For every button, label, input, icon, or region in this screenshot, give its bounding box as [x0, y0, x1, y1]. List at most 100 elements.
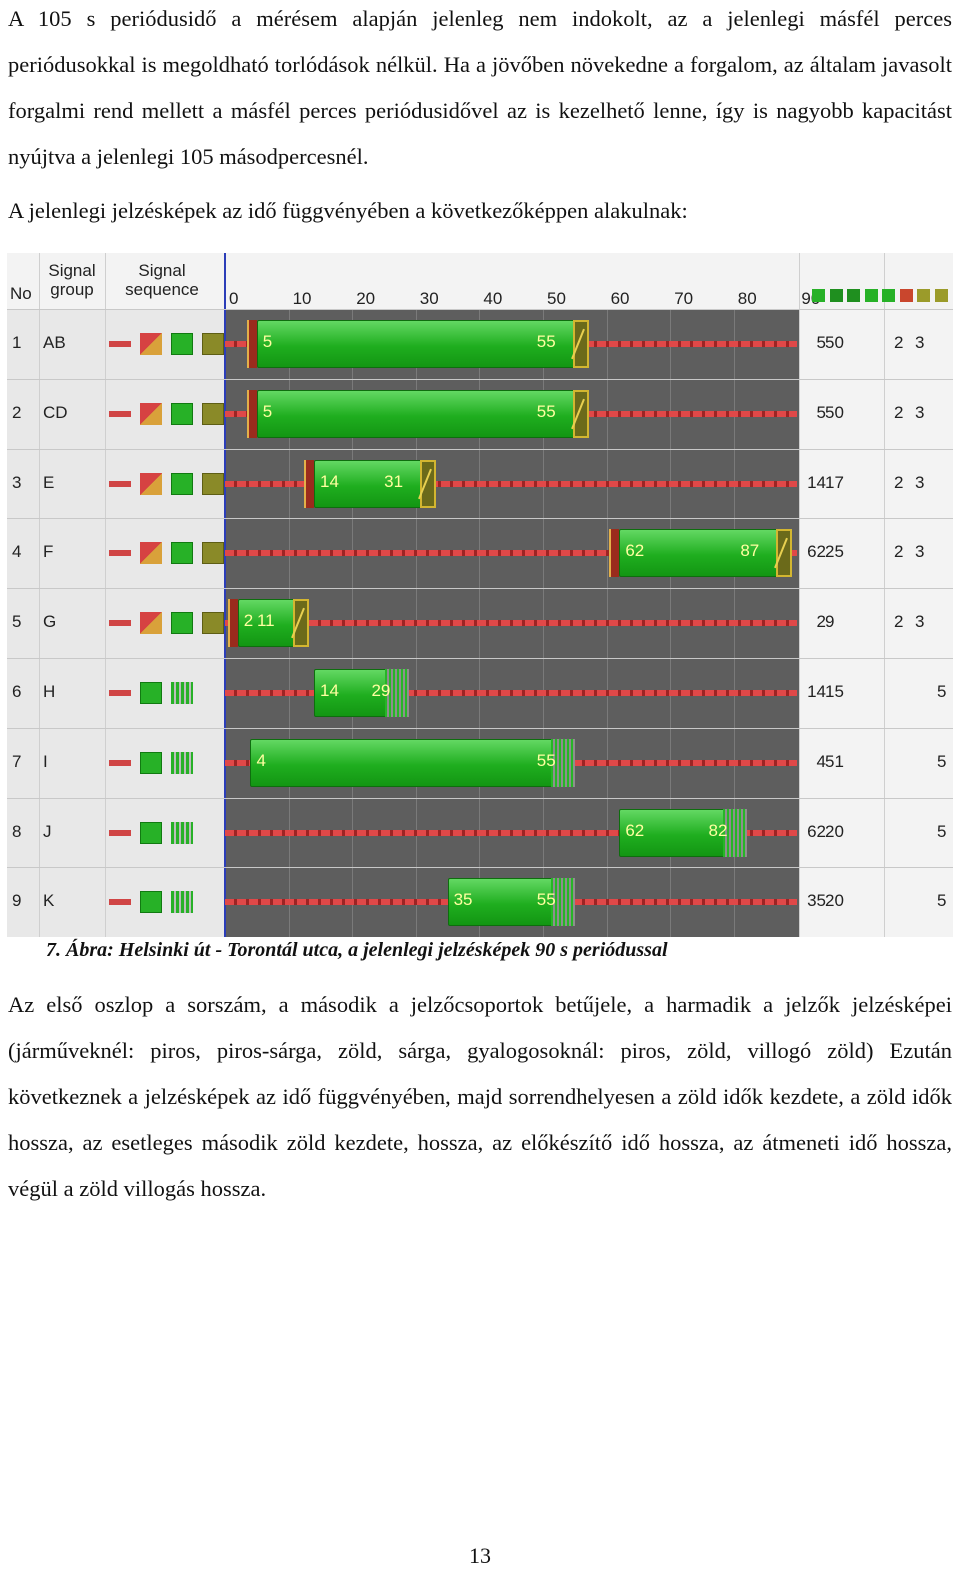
signal-green-icon	[171, 472, 193, 495]
explanation-paragraph: Az első oszlop a sorszám, a második a je…	[8, 992, 952, 1201]
green-phase-bar	[256, 319, 575, 368]
signal-red-icon	[109, 402, 131, 425]
green-start-value: 4	[816, 751, 826, 771]
red-phase-line	[225, 620, 798, 627]
signal-red-icon	[109, 542, 131, 565]
legend-green-icon	[812, 289, 825, 302]
signal-group-name: I	[43, 751, 48, 771]
row-separator	[7, 798, 953, 799]
prep-time-value: 2	[894, 542, 904, 562]
green-start-value: 62	[807, 542, 826, 562]
red-phase-line	[225, 480, 798, 487]
signal-group-name: F	[43, 542, 54, 562]
green-start-label: 2	[243, 611, 254, 631]
green-length-value: 17	[825, 472, 844, 492]
flashing-green-phase	[550, 878, 575, 927]
row-number: 2	[12, 402, 22, 422]
signal-green-icon	[171, 402, 193, 425]
time-tick: 70	[674, 289, 694, 308]
green-phase-bar	[619, 529, 779, 578]
signal-flash-icon	[171, 681, 193, 704]
signal-red-icon	[109, 891, 131, 914]
green-length-value: 50	[825, 332, 844, 352]
signal-amber-icon	[202, 472, 224, 495]
legend-green-icon	[864, 289, 878, 302]
time-tick: 80	[737, 289, 757, 308]
green-end-label: 87	[740, 541, 760, 561]
flash-time-value: 5	[937, 681, 947, 701]
green-phase-bar	[314, 459, 423, 508]
red-amber-phase	[304, 459, 315, 508]
page-number: 13	[469, 1543, 491, 1568]
amber-phase	[420, 459, 437, 508]
amber-phase	[572, 389, 589, 438]
green-phase-bar	[237, 599, 295, 648]
header-no: No	[10, 284, 32, 303]
signal-group-name: J	[43, 821, 52, 841]
signal-red-amber-icon	[140, 612, 162, 635]
intergreen-value: 3	[915, 402, 925, 422]
green-end-label: 55	[536, 890, 556, 910]
intergreen-value: 3	[915, 332, 925, 352]
time-tick: 40	[483, 289, 503, 308]
flash-time-value: 5	[937, 891, 947, 911]
time-tick: 20	[356, 289, 376, 308]
amber-phase	[292, 599, 309, 648]
red-phase-line	[225, 829, 798, 836]
signal-plan-figure: No Signal group Signal sequence 0 10 20 30 4…	[7, 253, 953, 937]
lead-paragraph: A jelenlegi jelzésképek az idő függvényé…	[8, 198, 688, 223]
row-separator	[7, 379, 953, 380]
row-number: 4	[12, 542, 22, 562]
amber-phase	[776, 529, 793, 578]
red-amber-phase	[609, 529, 620, 578]
green-start-label: 4	[256, 750, 266, 770]
signal-green-icon	[140, 751, 162, 774]
green-length-value: 51	[825, 751, 844, 771]
row-separator	[7, 728, 953, 729]
signal-amber-icon	[202, 332, 224, 355]
signal-flash-icon	[171, 751, 193, 774]
row-number: 5	[12, 612, 22, 632]
time-zero-line	[224, 253, 226, 937]
signal-flash-icon	[171, 891, 193, 914]
time-tick: 10	[292, 289, 312, 308]
prep-time-value: 2	[894, 332, 904, 352]
signal-green-icon	[171, 542, 193, 565]
signal-group-name: K	[43, 891, 55, 911]
signal-red-icon	[109, 472, 131, 495]
green-end-label: 82	[708, 820, 728, 840]
column-separator	[884, 253, 885, 937]
signal-red-icon	[109, 612, 131, 635]
signal-amber-icon	[202, 612, 224, 635]
signal-group-name: E	[43, 472, 55, 492]
amber-phase	[572, 319, 589, 368]
signal-green-icon	[171, 612, 193, 635]
signal-red-icon	[109, 332, 131, 355]
signal-red-icon	[109, 681, 131, 704]
time-tick: 50	[547, 289, 566, 308]
flashing-green-phase	[722, 808, 747, 857]
signal-red-amber-icon	[140, 542, 162, 565]
legend-green-start-icon	[829, 289, 843, 302]
header-signal-group: Signal group	[48, 261, 96, 299]
green-start-value: 5	[816, 332, 826, 352]
green-length-value: 20	[825, 821, 844, 841]
signal-red-amber-icon	[140, 402, 162, 425]
row-number: 1	[12, 332, 22, 352]
signal-red-amber-icon	[140, 332, 162, 355]
red-amber-phase	[246, 319, 257, 368]
green-end-label: 11	[256, 611, 275, 631]
signal-green-icon	[140, 891, 162, 914]
figure-header: No Signal group Signal sequence	[7, 253, 953, 309]
row-number: 9	[12, 891, 22, 911]
green-start-label: 35	[453, 890, 473, 910]
red-amber-phase	[246, 389, 257, 438]
signal-flash-icon	[171, 821, 193, 844]
green-start-value: 14	[807, 681, 826, 701]
row-number: 3	[12, 472, 22, 492]
signal-group-name: G	[43, 612, 57, 632]
legend-green-end-icon	[847, 289, 860, 302]
flash-time-value: 5	[937, 751, 947, 771]
intergreen-value: 3	[915, 542, 925, 562]
column-separator	[39, 253, 40, 937]
